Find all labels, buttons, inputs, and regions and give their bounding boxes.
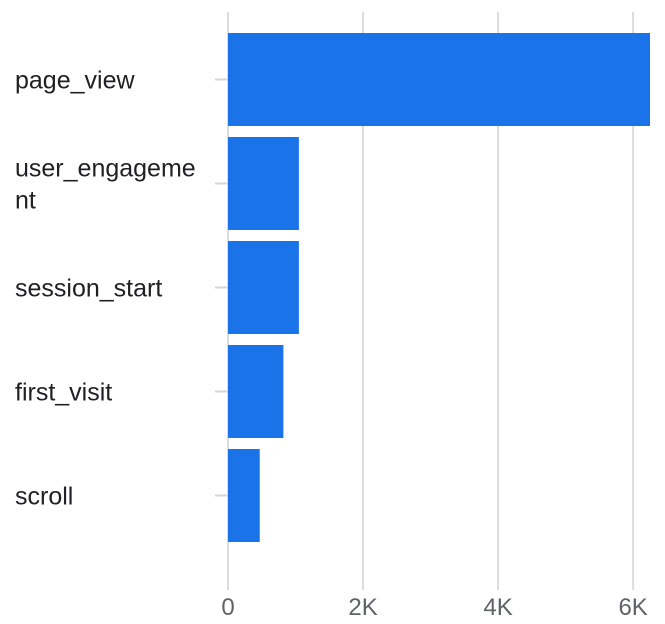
category-label-session_start: session_start — [15, 275, 162, 303]
category-tick-marks — [215, 78, 228, 497]
x-tick-label: 0 — [221, 594, 234, 621]
category-label-first_visit: first_visit — [15, 379, 112, 407]
x-tick-label: 4K — [483, 594, 512, 621]
category-label-scroll: scroll — [15, 483, 73, 511]
bar-session_start[interactable] — [228, 241, 299, 334]
bar-page_view[interactable] — [228, 33, 650, 126]
x-tick-label: 6K — [618, 594, 647, 621]
bar-user_engagement[interactable] — [228, 137, 299, 230]
category-label-page_view: page_view — [15, 67, 135, 95]
bar-first_visit[interactable] — [228, 345, 284, 438]
bars — [228, 33, 650, 542]
bar-scroll[interactable] — [228, 449, 260, 542]
x-tick-label: 2K — [348, 594, 377, 621]
x-axis-tick-labels: 0 2K 4K 6K — [221, 594, 647, 621]
category-label-user_engagement: user_engageme nt — [15, 155, 196, 215]
category-labels: page_view user_engageme nt session_startfir… — [15, 67, 196, 511]
